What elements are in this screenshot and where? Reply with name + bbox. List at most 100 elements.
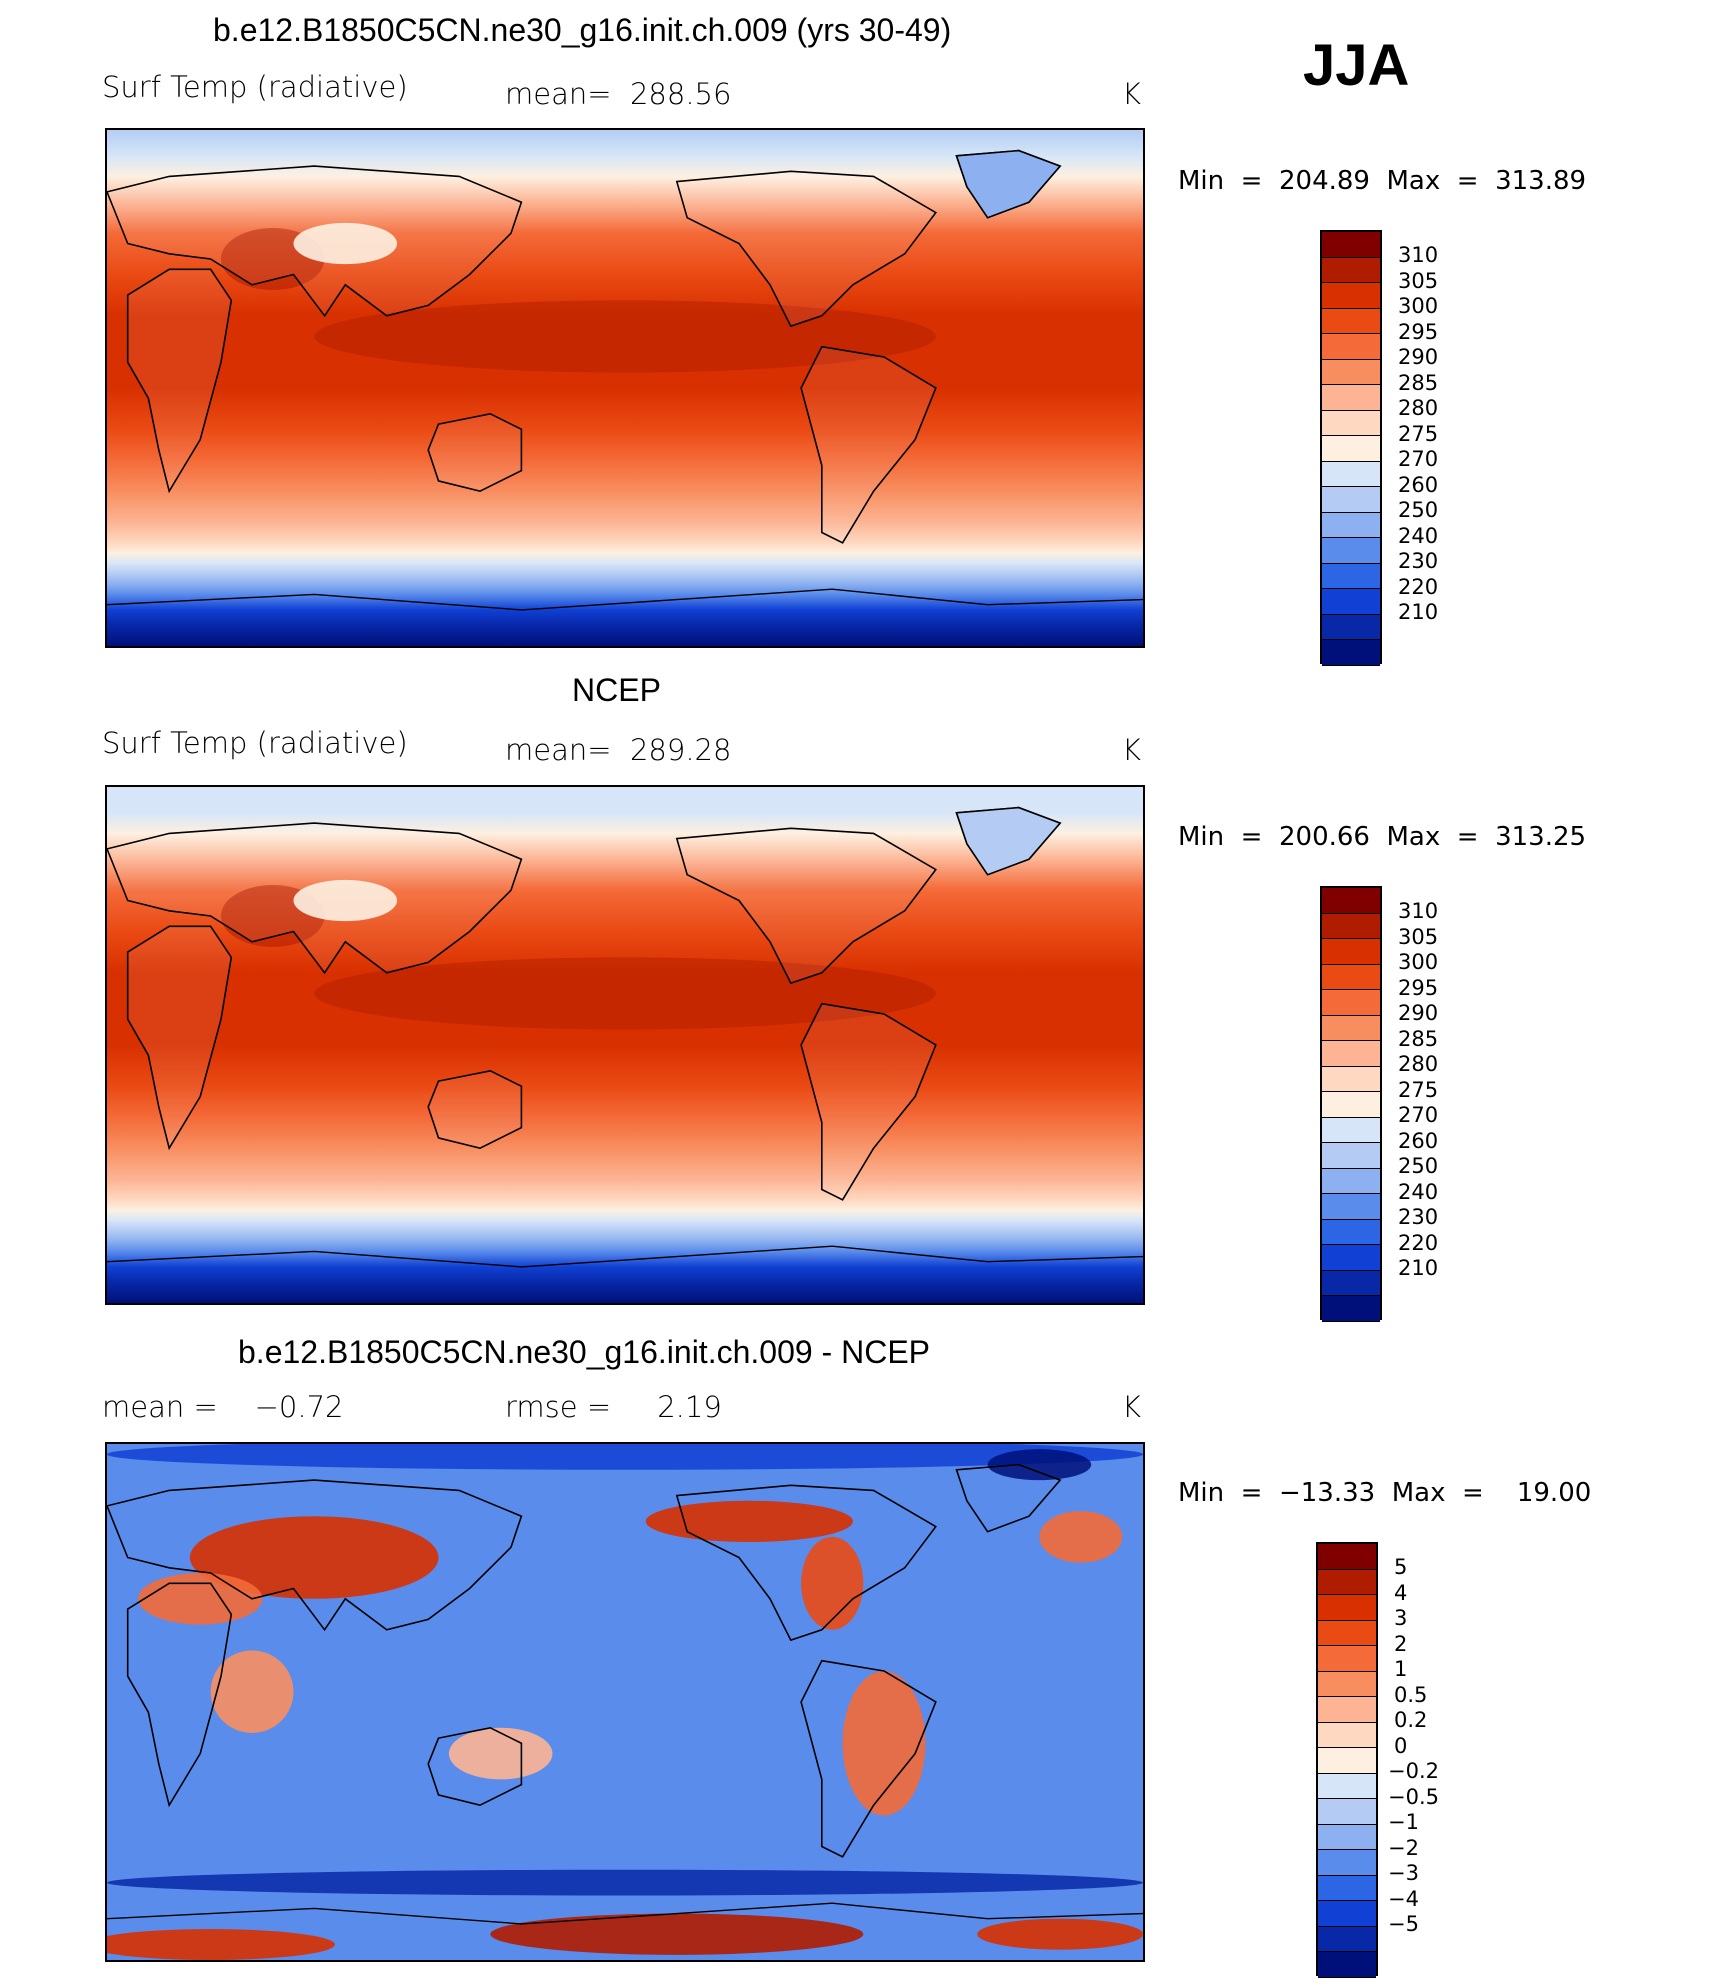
coastline — [126, 268, 233, 494]
temperature-field — [107, 130, 1143, 646]
colorbar-segment — [1322, 888, 1380, 914]
colorbar-segment — [1322, 939, 1380, 965]
cold-anomaly — [107, 1869, 1143, 1896]
antarctic-coast — [107, 588, 1143, 611]
coastline — [427, 1069, 523, 1150]
anomaly-blob — [138, 1573, 263, 1625]
colorbar-segment — [1318, 1748, 1376, 1774]
colorbar-segment — [1322, 913, 1380, 939]
panel1-title: b.e12.B1850C5CN.ne30_g16.init.ch.009 (yr… — [213, 12, 952, 48]
colorbar-segment — [1318, 1671, 1376, 1697]
coastline — [675, 1484, 937, 1642]
colorbar-segment — [1322, 563, 1380, 589]
antarctic-coast — [107, 1245, 1143, 1268]
colorbar-label: 290 — [1398, 345, 1439, 369]
colorbar-segment — [1318, 1824, 1376, 1850]
colorbar-segment — [1322, 257, 1380, 283]
cold-anomaly — [987, 1449, 1092, 1481]
anomaly-blob — [189, 1516, 439, 1599]
colorbar-segment — [1318, 1850, 1376, 1876]
colorbar-box — [1316, 1542, 1378, 1978]
colorbar-segment — [1322, 359, 1380, 385]
colorbar-segment — [1322, 1219, 1380, 1245]
colorbar-label: 305 — [1398, 924, 1439, 949]
colorbar-segment — [1322, 1143, 1380, 1169]
anomaly-blob — [977, 1918, 1143, 1950]
coastline — [800, 1002, 937, 1201]
colorbar-segment — [1322, 461, 1380, 487]
colorbar-segment — [1322, 1041, 1380, 1067]
colorbar-segment — [1322, 589, 1380, 615]
colorbar-label: 250 — [1398, 1154, 1439, 1178]
colorbar-label: 295 — [1398, 975, 1439, 1000]
colorbar-label: 310 — [1398, 899, 1439, 923]
colorbar-segment — [1322, 487, 1380, 513]
colorbar-label: 285 — [1398, 1026, 1439, 1051]
warm-pool — [314, 300, 936, 373]
colorbar-segment — [1322, 334, 1380, 360]
colorbar-label: 270 — [1398, 1103, 1439, 1127]
panel3-map — [105, 1442, 1145, 1962]
colorbar-label: 230 — [1398, 549, 1439, 573]
coastline — [107, 822, 523, 975]
panel1-minmax: Min = 204.89 Max = 313.89 — [1178, 166, 1587, 196]
colorbar-label: 220 — [1398, 1230, 1439, 1255]
colorbar-segment — [1322, 1066, 1380, 1092]
coastline — [427, 1726, 523, 1807]
colorbar-segment — [1318, 1646, 1376, 1672]
colorbar-box — [1320, 886, 1382, 1322]
colorbar-segment — [1318, 1620, 1376, 1646]
greenland-ice — [955, 806, 1062, 876]
colorbar-label: 3 — [1394, 1606, 1408, 1630]
anomaly-blob — [801, 1536, 864, 1630]
colorbar-label: 240 — [1398, 1179, 1439, 1204]
panel2-mean-label: mean= 289.28 — [505, 733, 732, 767]
coastline — [955, 1463, 1062, 1533]
anomaly-blob — [842, 1671, 926, 1816]
colorbar-label: −4 — [1388, 1886, 1419, 1911]
panel2-minmax: Min = 200.66 Max = 313.25 — [1178, 822, 1587, 852]
warm-pool — [314, 957, 936, 1030]
colorbar-segment — [1318, 1952, 1376, 1978]
panel3-title: b.e12.B1850C5CN.ne30_g16.init.ch.009 - N… — [238, 1334, 930, 1370]
colorbar-segment — [1318, 1926, 1376, 1952]
colorbar-label: 4 — [1394, 1580, 1408, 1605]
coastline — [107, 165, 523, 318]
colorbar-segment — [1322, 385, 1380, 411]
anomaly-blob — [645, 1500, 853, 1543]
colorbar-label: 275 — [1398, 421, 1439, 446]
tibet-cold-spot — [293, 222, 398, 265]
colorbar-label: −5 — [1388, 1912, 1419, 1936]
colorbar-label: 0.2 — [1394, 1708, 1428, 1732]
anomaly-blob — [490, 1913, 864, 1955]
colorbar-segment — [1322, 1270, 1380, 1296]
coastline — [427, 412, 523, 493]
panel3-minmax: Min = −13.33 Max = 19.00 — [1178, 1478, 1592, 1508]
colorbar-label: 240 — [1398, 523, 1439, 548]
colorbar-segment — [1322, 614, 1380, 640]
colorbar-label: −3 — [1388, 1861, 1419, 1885]
colorbar-segment — [1318, 1697, 1376, 1723]
colorbar-label: 310 — [1398, 243, 1439, 267]
colorbar-label: 285 — [1398, 370, 1439, 395]
colorbar-label: 290 — [1398, 1001, 1439, 1025]
antarctic-coast — [107, 1902, 1143, 1925]
colorbar-segment — [1322, 964, 1380, 990]
colorbar-segment — [1318, 1595, 1376, 1621]
panel3-units: K — [1122, 1390, 1142, 1424]
temperature-field — [107, 787, 1143, 1303]
colorbar-segment — [1322, 640, 1380, 666]
colorbar-segment — [1322, 232, 1380, 258]
colorbar-segment — [1322, 308, 1380, 334]
colorbar-segment — [1322, 990, 1380, 1016]
panel2-title: NCEP — [572, 672, 661, 708]
panel2-map — [105, 785, 1145, 1305]
colorbar-label: 295 — [1398, 319, 1439, 344]
colorbar-segment — [1322, 436, 1380, 462]
panel3-mean-label: mean = −0.72 — [102, 1390, 344, 1424]
colorbar-label: 1 — [1394, 1657, 1408, 1681]
colorbar-segment — [1322, 1117, 1380, 1143]
colorbar-segment — [1318, 1799, 1376, 1825]
colorbar-label: 210 — [1398, 600, 1439, 624]
panel2-variable-label: Surf Temp (radiative) — [102, 726, 408, 760]
